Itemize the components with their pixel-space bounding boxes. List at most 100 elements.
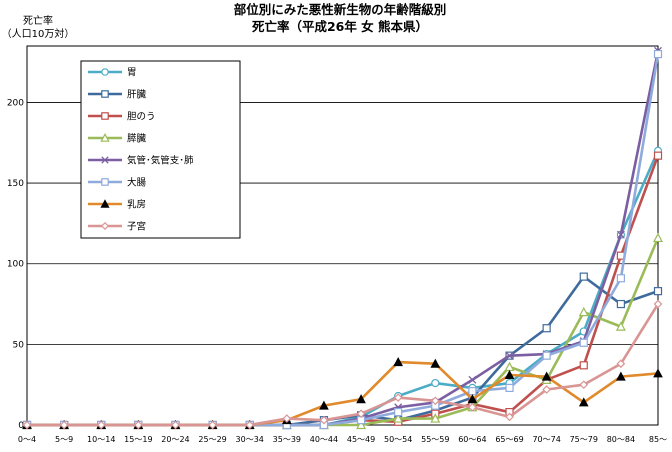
x-tick-label: 20～24 bbox=[161, 435, 189, 444]
legend-item: 気管･気管支･肺 bbox=[88, 155, 194, 167]
data-point bbox=[101, 156, 109, 164]
data-point bbox=[653, 287, 663, 296]
x-tick-label: 30～34 bbox=[236, 435, 264, 444]
data-point bbox=[578, 397, 589, 407]
data-point bbox=[22, 420, 32, 430]
data-point bbox=[101, 90, 109, 98]
x-tick-label: 80～84 bbox=[607, 435, 635, 444]
series-line bbox=[27, 237, 660, 427]
data-point bbox=[578, 306, 589, 317]
data-point bbox=[96, 420, 106, 430]
y-axis-label-line1: 死亡率 bbox=[23, 14, 53, 27]
y-tick-label: 0 bbox=[18, 421, 24, 431]
y-tick-label: 150 bbox=[7, 179, 24, 189]
data-point bbox=[208, 420, 217, 430]
y-axis-ticks: 0 50 100 150 200 bbox=[7, 98, 24, 431]
legend-label: 乳房 bbox=[127, 199, 146, 211]
x-tick-label: 75～79 bbox=[570, 435, 598, 444]
data-point bbox=[653, 232, 663, 243]
data-point bbox=[504, 369, 515, 380]
data-point bbox=[653, 368, 663, 378]
data-point-stroke bbox=[616, 230, 625, 239]
series-group bbox=[22, 46, 663, 430]
series-line bbox=[27, 303, 660, 427]
data-point bbox=[579, 338, 588, 347]
legend-item: 胆のう bbox=[88, 112, 156, 123]
data-point bbox=[101, 178, 109, 186]
data-point bbox=[393, 357, 404, 367]
data-point bbox=[505, 383, 514, 393]
data-point bbox=[356, 409, 366, 419]
data-point bbox=[468, 387, 477, 396]
data-point bbox=[134, 420, 143, 430]
data-point bbox=[542, 351, 551, 360]
y-tick-label: 200 bbox=[7, 98, 24, 108]
legend-item: 大腸 bbox=[88, 177, 147, 189]
y-tick-label: 50 bbox=[13, 340, 25, 350]
series bbox=[22, 299, 663, 430]
data-point bbox=[431, 378, 440, 388]
x-tick-label: 0～4 bbox=[18, 435, 36, 444]
data-point bbox=[100, 199, 110, 208]
series bbox=[22, 272, 663, 430]
data-point-stroke bbox=[101, 156, 109, 164]
data-point bbox=[541, 371, 552, 381]
data-point bbox=[59, 420, 69, 430]
data-point bbox=[468, 402, 477, 412]
legend-label: 胃 bbox=[127, 68, 137, 79]
legend-label: 肝臓 bbox=[127, 90, 147, 101]
data-point bbox=[171, 420, 180, 430]
y-tick-label: 100 bbox=[7, 260, 24, 270]
data-point bbox=[282, 414, 292, 423]
data-point bbox=[356, 419, 367, 430]
legend-label: 子宮 bbox=[127, 221, 146, 233]
data-point bbox=[393, 393, 403, 402]
x-tick-label: 5～9 bbox=[55, 435, 73, 444]
x-tick-label: 45～49 bbox=[347, 435, 375, 444]
x-tick-label: 85～ bbox=[649, 435, 667, 444]
legend-item: 子宮 bbox=[88, 221, 146, 233]
data-point bbox=[653, 299, 663, 309]
legend-item: 胃 bbox=[88, 68, 137, 79]
chart-subtitle: 死亡率（平成26年 女 熊本県） bbox=[251, 19, 428, 34]
data-point bbox=[430, 358, 441, 368]
data-point bbox=[616, 299, 625, 309]
data-point bbox=[393, 413, 404, 423]
data-point bbox=[430, 396, 440, 406]
data-point bbox=[356, 394, 366, 404]
x-axis-ticks: 0～4 5～9 10～14 15～19 20～24 25～29 30～34 35～39 40～4… bbox=[18, 435, 667, 444]
data-point bbox=[616, 230, 625, 239]
data-point bbox=[542, 385, 551, 394]
y-axis-label-line2: （人口10万対） bbox=[2, 27, 75, 40]
data-point bbox=[100, 221, 110, 231]
legend-item: 肝臓 bbox=[88, 90, 147, 101]
x-tick-label: 35～39 bbox=[273, 435, 301, 444]
x-tick-label: 40～44 bbox=[310, 435, 338, 444]
data-point bbox=[319, 400, 329, 410]
legend-label: 気管･気管支･肺 bbox=[127, 155, 194, 167]
data-point bbox=[101, 68, 109, 76]
data-point bbox=[653, 151, 663, 160]
legend-item: 乳房 bbox=[88, 199, 146, 211]
data-point bbox=[245, 420, 255, 430]
data-point bbox=[579, 272, 588, 281]
x-tick-label: 65～69 bbox=[495, 435, 523, 444]
series bbox=[22, 232, 663, 430]
data-point bbox=[505, 351, 514, 360]
legend-box bbox=[80, 60, 241, 239]
data-point bbox=[616, 371, 626, 381]
legend-item: 膵臓 bbox=[88, 133, 147, 145]
x-tick-label: 50～54 bbox=[384, 435, 412, 444]
data-point bbox=[616, 274, 625, 283]
legend-label: 胆のう bbox=[127, 112, 156, 123]
data-point bbox=[430, 413, 441, 423]
x-tick-label: 60～64 bbox=[458, 435, 486, 444]
data-point bbox=[467, 394, 478, 404]
x-tick-label: 25～29 bbox=[198, 435, 226, 444]
data-point bbox=[615, 321, 626, 331]
series-line bbox=[27, 360, 659, 427]
data-point bbox=[653, 49, 663, 59]
x-tick-label: 15～19 bbox=[124, 435, 152, 444]
